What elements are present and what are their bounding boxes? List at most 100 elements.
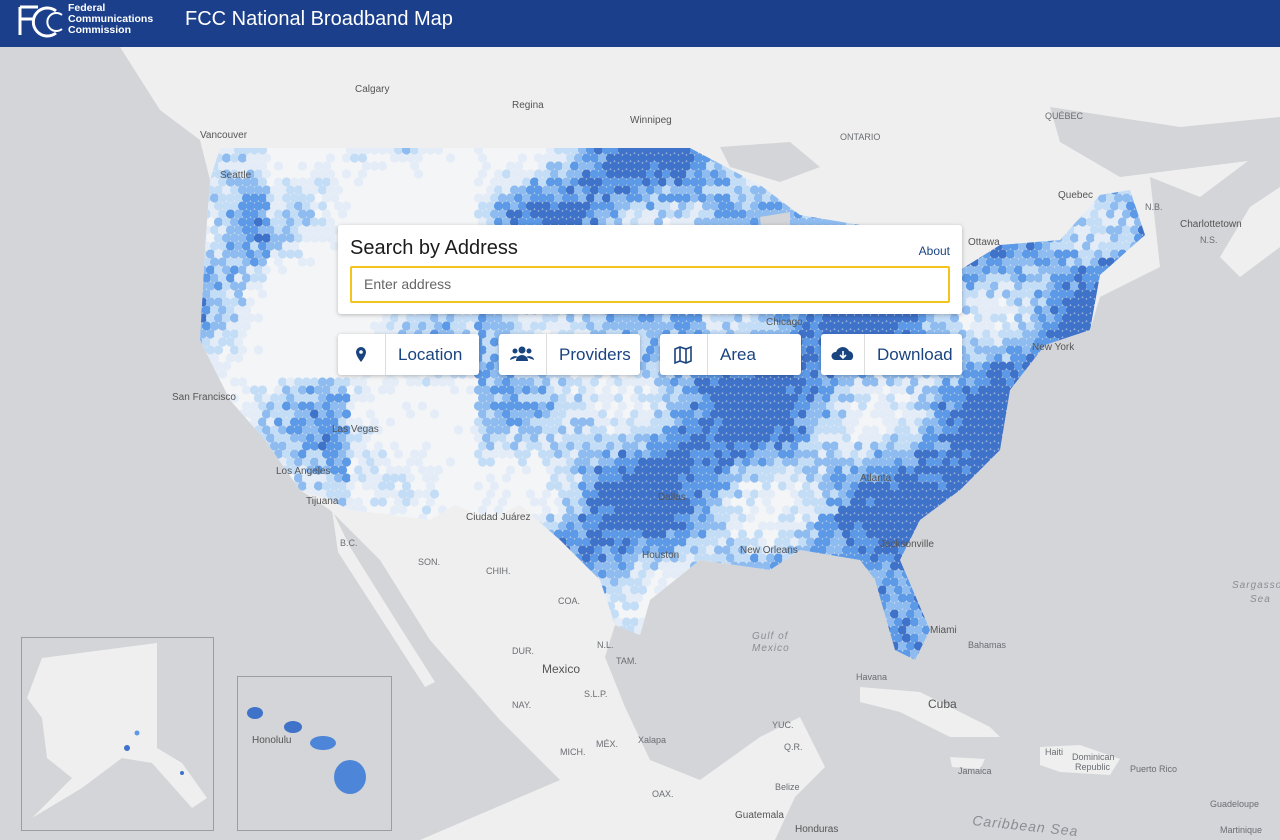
coverage-cell xyxy=(649,385,660,395)
coverage-cell xyxy=(597,185,608,195)
coverage-cell xyxy=(1109,505,1120,515)
coverage-cell xyxy=(625,497,636,507)
coverage-cell xyxy=(957,521,968,531)
coverage-cell xyxy=(837,473,848,483)
coverage-cell xyxy=(649,497,660,507)
coverage-cell xyxy=(481,193,492,203)
coverage-cell xyxy=(1073,241,1084,251)
coverage-cell xyxy=(605,153,616,163)
coverage-cell xyxy=(853,441,864,451)
coverage-cell xyxy=(517,441,528,451)
coverage-cell xyxy=(709,457,720,467)
coverage-cell xyxy=(741,313,752,323)
coverage-cell xyxy=(545,385,556,395)
coverage-cell xyxy=(257,177,268,187)
coverage-cell xyxy=(485,329,496,339)
coverage-cell xyxy=(797,425,808,435)
coverage-cell xyxy=(341,441,352,451)
coverage-cell xyxy=(1117,329,1128,339)
coverage-cell xyxy=(245,297,256,307)
coverage-cell xyxy=(561,529,572,539)
coverage-cell xyxy=(985,289,996,299)
coverage-cell xyxy=(1001,305,1012,315)
coverage-cell xyxy=(1137,497,1145,507)
coverage-cell xyxy=(1133,281,1144,291)
coverage-cell xyxy=(1101,361,1112,371)
coverage-cell xyxy=(201,209,212,219)
coverage-cell xyxy=(1025,337,1036,347)
coverage-cell xyxy=(785,417,796,427)
coverage-cell xyxy=(293,521,304,531)
coverage-cell xyxy=(1101,393,1112,403)
coverage-cell xyxy=(677,201,688,211)
coverage-cell xyxy=(937,513,948,523)
coverage-cell xyxy=(845,425,856,435)
coverage-cell xyxy=(701,201,712,211)
coverage-cell xyxy=(481,497,492,507)
coverage-cell xyxy=(345,433,356,443)
coverage-cell xyxy=(1093,521,1104,531)
coverage-cell xyxy=(549,169,560,179)
coverage-cell xyxy=(697,177,708,187)
coverage-cell xyxy=(1121,337,1132,347)
coverage-cell xyxy=(641,209,652,219)
coverage-cell xyxy=(793,417,804,427)
coverage-cell xyxy=(1005,281,1016,291)
coverage-cell xyxy=(605,185,616,195)
coverage-cell xyxy=(693,425,704,435)
coverage-cell xyxy=(1029,409,1040,419)
coverage-cell xyxy=(1117,441,1128,451)
coverage-cell xyxy=(237,409,248,419)
coverage-cell xyxy=(673,497,684,507)
coverage-cell xyxy=(477,425,488,435)
coverage-cell xyxy=(285,425,296,435)
coverage-cell xyxy=(829,377,840,387)
coverage-cell xyxy=(245,441,256,451)
coverage-cell xyxy=(713,209,724,219)
coverage-cell xyxy=(697,193,708,203)
coverage-cell xyxy=(1137,321,1145,331)
coverage-cell xyxy=(977,433,988,443)
coverage-cell xyxy=(329,465,340,475)
coverage-cell xyxy=(985,321,996,331)
coverage-cell xyxy=(981,281,992,291)
coverage-cell xyxy=(545,465,556,475)
coverage-cell xyxy=(837,457,848,467)
coverage-cell xyxy=(1009,369,1020,379)
coverage-cell xyxy=(205,201,216,211)
coverage-cell xyxy=(905,529,916,539)
coverage-cell xyxy=(249,257,260,267)
coverage-cell xyxy=(229,153,240,163)
coverage-cell xyxy=(937,481,948,491)
coverage-cell xyxy=(949,457,960,467)
coverage-cell xyxy=(633,433,644,443)
coverage-cell xyxy=(649,193,660,203)
coverage-cell xyxy=(1021,409,1032,419)
coverage-cell xyxy=(1105,401,1116,411)
coverage-cell xyxy=(565,441,576,451)
coverage-cell xyxy=(977,337,988,347)
coverage-cell xyxy=(821,377,832,387)
coverage-cell xyxy=(473,193,484,203)
coverage-cell xyxy=(805,441,816,451)
coverage-cell xyxy=(337,481,348,491)
coverage-cell xyxy=(617,529,628,539)
coverage-cell xyxy=(1146,385,1155,394)
coverage-cell xyxy=(377,449,388,459)
coverage-cell xyxy=(1097,449,1108,459)
coverage-cell xyxy=(665,433,676,443)
coverage-cell xyxy=(753,465,764,475)
coverage-cell xyxy=(805,457,816,467)
coverage-cell xyxy=(665,497,676,507)
coverage-cell xyxy=(233,241,244,251)
coverage-cell xyxy=(1029,489,1040,499)
coverage-cell xyxy=(985,401,996,411)
coverage-cell xyxy=(1009,401,1020,411)
coverage-cell xyxy=(509,185,520,195)
coverage-cell xyxy=(757,377,768,387)
coverage-cell xyxy=(253,425,264,435)
coverage-cell xyxy=(681,193,692,203)
coverage-cell xyxy=(221,169,232,179)
coverage-cell xyxy=(761,449,772,459)
coverage-cell xyxy=(833,449,844,459)
